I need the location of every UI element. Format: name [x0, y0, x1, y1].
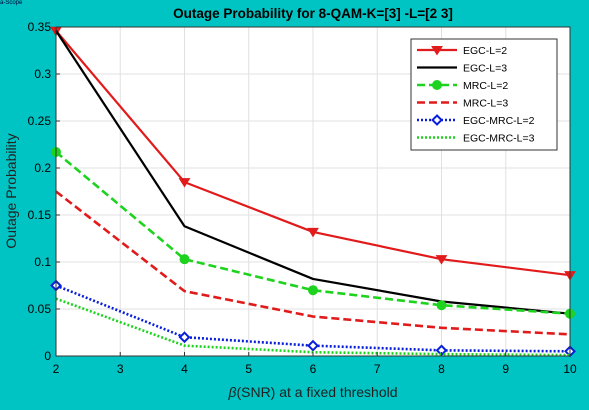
x-axis-symbol: β: [227, 384, 236, 400]
legend-entry: EGC-L=2: [417, 45, 507, 57]
legend-label: MRC-L=3: [463, 98, 508, 110]
corner-label: a-Scope: [0, 0, 23, 6]
x-tick-label: 4: [181, 362, 188, 376]
legend-label: EGC-MRC-L=3: [463, 133, 535, 145]
series-4: [55, 190, 571, 336]
y-tick-label: 0.3: [34, 67, 51, 81]
x-axis-text: (SNR) at a fixed threshold: [236, 384, 397, 400]
data-point: [307, 227, 319, 238]
y-tick-label: 0.1: [34, 255, 51, 269]
data-point: [178, 178, 191, 188]
x-tick-label: 7: [374, 362, 381, 376]
series-2: [55, 30, 571, 315]
legend-marker: [431, 46, 443, 56]
data-point: [307, 339, 319, 352]
legend-entry: EGC-MRC-L=3: [417, 133, 535, 145]
legend: EGC-L=2 EGC-L=3 MRC-L=2 MRC-L=3 EGC-MRC-L=2 E…: [410, 38, 558, 151]
x-tick-label: 8: [438, 362, 445, 376]
data-point: [178, 331, 191, 344]
series-group: [50, 26, 576, 358]
legend-entry: MRC-L=2: [417, 80, 508, 92]
data-point: [308, 285, 318, 296]
x-tick-label: 9: [502, 362, 509, 376]
x-tick-label: 5: [245, 362, 252, 376]
data-point: [179, 254, 190, 265]
x-tick-label: 6: [310, 362, 317, 376]
y-tick-label: 0.15: [28, 208, 52, 222]
chart-title: Outage Probability for 8-QAM-K=[3] -L=[2…: [173, 6, 453, 21]
series-line: [55, 151, 571, 315]
series-line: [55, 190, 571, 336]
legend-label: MRC-L=2: [463, 80, 508, 92]
legend-label: EGC-L=2: [463, 45, 507, 57]
tick-labels: 2 3 4 5 6 7 8 9 10 0 0.05 0.1 0.15 0.2 0.25 0.3 0.35: [28, 20, 577, 376]
x-axis-label: β(SNR) at a fixed threshold: [227, 384, 397, 400]
series-line: [55, 284, 571, 353]
data-point: [436, 300, 447, 311]
y-tick-label: 0: [44, 349, 51, 363]
legend-box: [410, 38, 558, 151]
y-tick-label: 0.2: [34, 161, 51, 175]
y-tick-label: 0.35: [28, 20, 52, 34]
series-line: [55, 30, 571, 315]
x-tick-label: 2: [53, 362, 60, 376]
y-tick-label: 0.25: [28, 114, 52, 128]
y-tick-label: 0.05: [28, 302, 52, 316]
x-tick-label: 10: [563, 362, 577, 376]
y-axis-label: Outage Probability: [3, 133, 19, 248]
legend-entry: EGC-L=3: [417, 63, 507, 75]
series-3: [51, 147, 575, 319]
legend-label: EGC-MRC-L=2: [463, 115, 535, 127]
legend-entry: EGC-MRC-L=2: [417, 114, 535, 127]
data-point: [435, 255, 448, 265]
legend-entry: MRC-L=3: [417, 98, 508, 110]
legend-marker: [432, 80, 442, 90]
series-1: [50, 26, 576, 281]
x-tick-label: 3: [117, 362, 124, 376]
legend-marker: [431, 114, 443, 126]
legend-label: EGC-L=3: [463, 63, 507, 75]
